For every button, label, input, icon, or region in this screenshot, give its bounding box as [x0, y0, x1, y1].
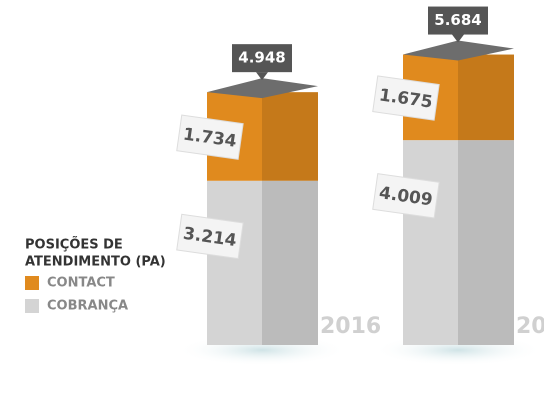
total-pointer: [452, 34, 464, 43]
legend-title: POSIÇÕES DE: [25, 237, 123, 253]
bar-face: [403, 140, 458, 345]
bar-segment: [403, 54, 514, 141]
bar-segment: [403, 140, 514, 345]
value-callout: 3.214: [176, 213, 244, 260]
bar-face: [207, 180, 262, 345]
bar-segment: [207, 92, 318, 181]
callout-box: [176, 114, 244, 160]
value-callout: 1.734: [176, 114, 244, 160]
legend-label: COBRANÇA: [47, 299, 128, 314]
x-tick-label: 2016: [320, 314, 381, 339]
legend-label: CONTACT: [47, 276, 115, 291]
x-tick-label: 2017: [516, 314, 544, 339]
callout-box: [372, 75, 440, 121]
bar-top: [207, 78, 318, 99]
callout-box: [176, 213, 244, 260]
bar-side: [262, 92, 318, 181]
total-box: [232, 44, 292, 73]
total-box: [428, 6, 488, 35]
bar-top: [403, 40, 514, 61]
bar-side: [458, 54, 514, 141]
legend-swatch: [25, 276, 39, 290]
total-pointer: [256, 72, 268, 81]
total-label: 5.684: [434, 11, 481, 29]
legend-title: ATENDIMENTO (PA): [25, 255, 166, 270]
value-callout: 4.009: [372, 173, 440, 219]
bar-side: [458, 140, 514, 345]
total-label: 4.948: [238, 49, 285, 67]
bar-side: [262, 180, 318, 345]
callout-box: [372, 173, 440, 219]
legend-swatch: [25, 299, 39, 313]
value-callout: 1.675: [372, 75, 440, 121]
bar-segment: [207, 180, 318, 345]
